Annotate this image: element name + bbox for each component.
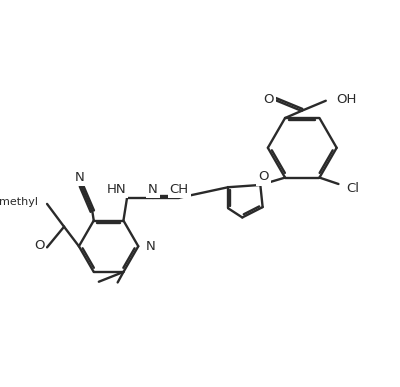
Text: methyl: methyl <box>0 197 38 207</box>
Text: HN: HN <box>107 183 126 196</box>
Text: Cl: Cl <box>346 182 360 195</box>
Text: N: N <box>75 171 84 184</box>
Text: OH: OH <box>336 93 356 106</box>
Text: O: O <box>258 171 268 183</box>
Text: N: N <box>148 183 158 196</box>
Text: CH: CH <box>170 183 189 196</box>
Text: O: O <box>34 239 44 252</box>
Text: O: O <box>263 93 274 106</box>
Text: N: N <box>146 240 156 253</box>
